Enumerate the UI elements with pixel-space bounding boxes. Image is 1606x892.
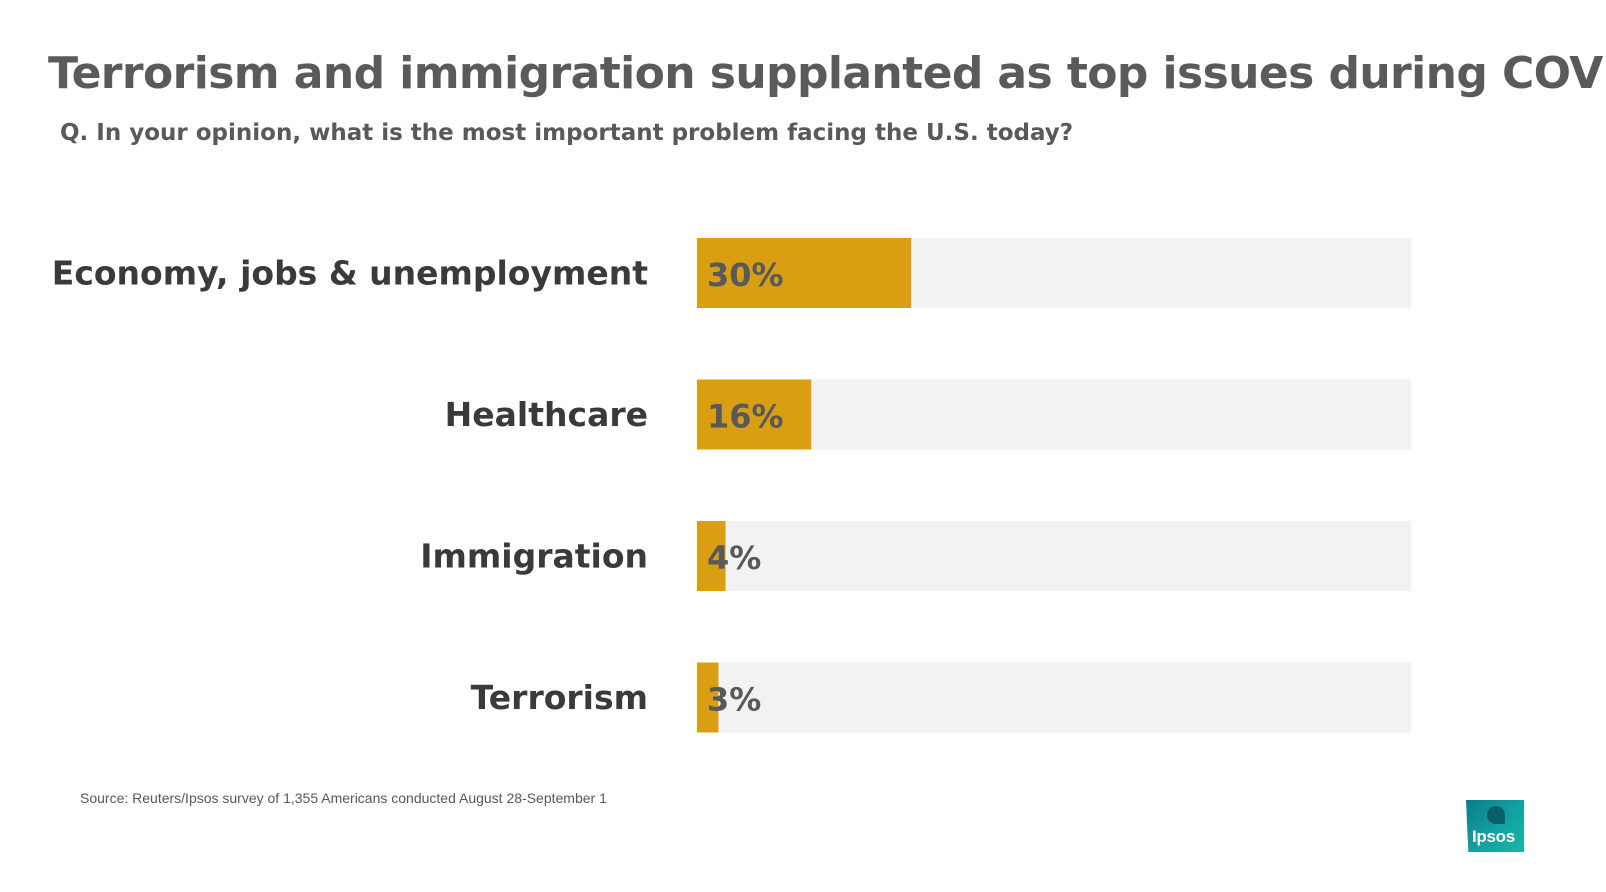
bar-track-immigration bbox=[697, 521, 1411, 591]
source-note: Source: Reuters/Ipsos survey of 1,355 Am… bbox=[80, 790, 607, 806]
ipsos-logo-mark-icon bbox=[1487, 806, 1505, 824]
bar-healthcare bbox=[697, 379, 812, 450]
value-label-healthcare: 16% bbox=[707, 398, 784, 436]
value-label-terrorism: 3% bbox=[707, 681, 761, 719]
bar-immigration bbox=[697, 521, 726, 591]
bar-economy-jobs-and-unemployment bbox=[697, 238, 912, 308]
value-label-immigration: 4% bbox=[707, 539, 761, 577]
chart-title: Terrorism and immigration supplanted as … bbox=[48, 48, 1606, 99]
ipsos-logo-text: Ipsos bbox=[1472, 827, 1515, 846]
bar-track-terrorism bbox=[697, 662, 1411, 733]
value-label-economy-jobs-and-unemployment: 30% bbox=[707, 256, 784, 294]
category-label-immigration: Immigration bbox=[420, 537, 648, 576]
category-label-healthcare: Healthcare bbox=[445, 395, 648, 434]
bar-track-healthcare bbox=[697, 379, 1411, 450]
category-label-economy-jobs-and-unemployment: Economy, jobs & unemployment bbox=[52, 254, 648, 293]
bar-terrorism bbox=[697, 662, 719, 733]
ipsos-logo: Ipsos bbox=[1466, 800, 1524, 852]
chart-subtitle: Q. In your opinion, what is the most imp… bbox=[60, 120, 1074, 146]
category-label-terrorism: Terrorism bbox=[471, 678, 648, 717]
